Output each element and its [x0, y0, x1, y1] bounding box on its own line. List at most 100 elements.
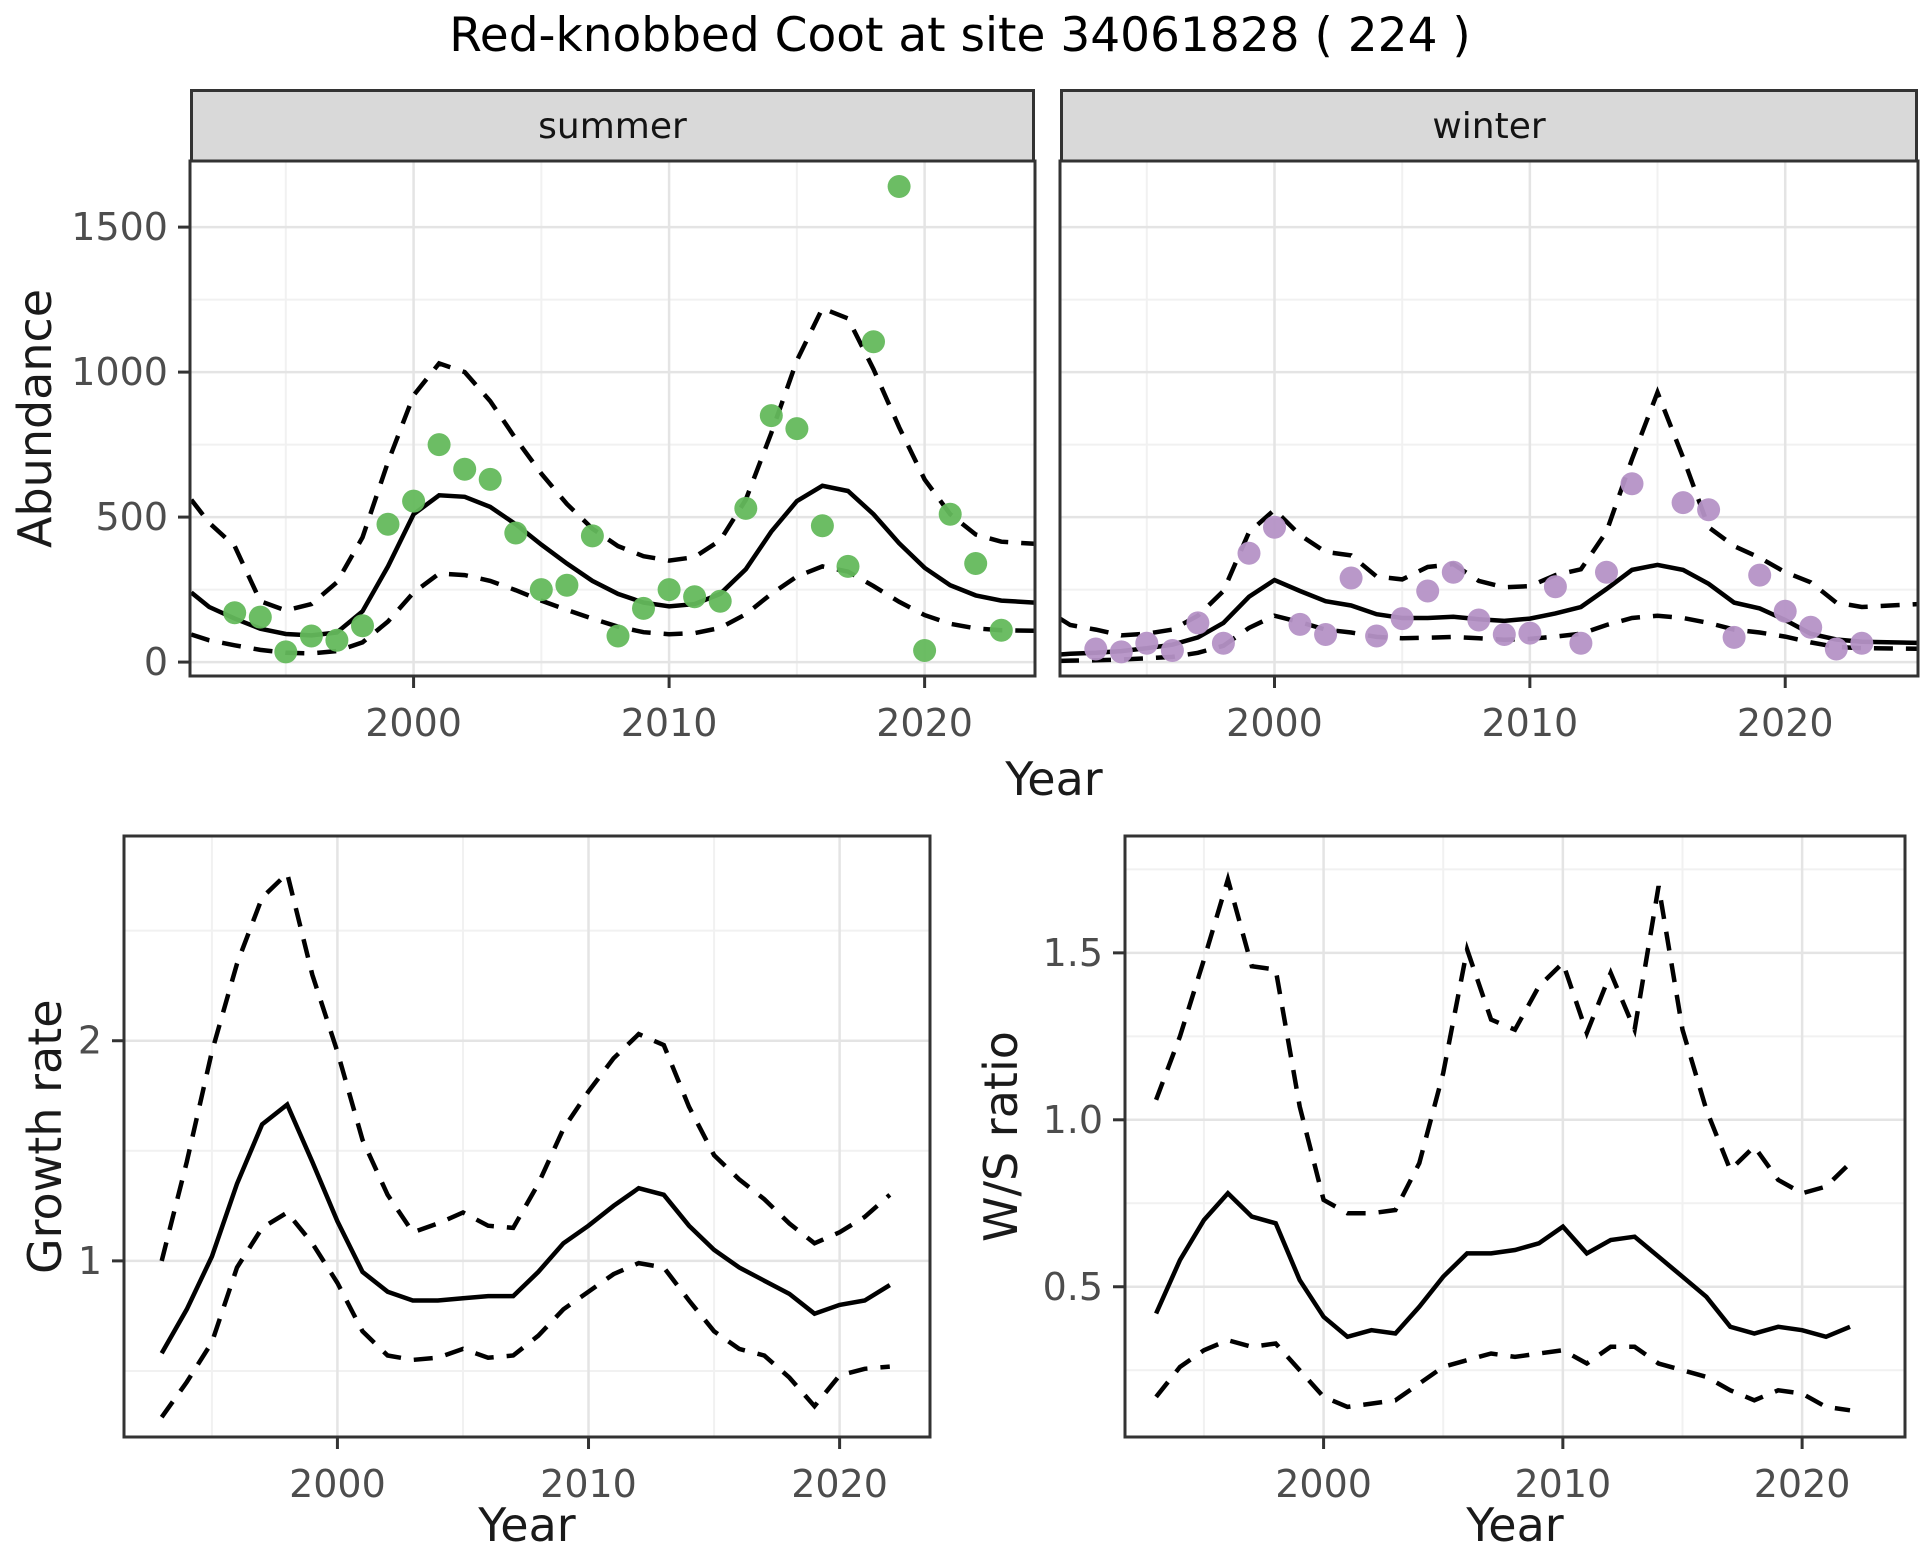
abundance_winter-observed-point [1390, 607, 1414, 631]
abundance_winter-observed-point [1671, 491, 1695, 515]
abundance_summer-observed-point [938, 502, 962, 526]
abundance_summer-observed-point [759, 404, 783, 428]
abundance_summer-observed-point [708, 589, 732, 613]
facet-strip-summer: summer [190, 89, 1035, 163]
abundance_summer-observed-point [453, 457, 477, 481]
abundance_winter-observed-point [1365, 624, 1389, 648]
y-tick-label: 1.0 [1043, 1098, 1103, 1142]
y-axis-title-ws-ratio: W/S ratio [974, 1031, 1028, 1242]
x-tick-label: 2020 [876, 701, 973, 745]
abundance_winter-observed-point [1620, 472, 1644, 496]
abundance_winter-observed-point [1288, 612, 1312, 636]
x-tick-label: 2020 [1737, 701, 1834, 745]
abundance_winter-observed-point [1135, 631, 1159, 655]
abundance_winter-observed-point [1441, 560, 1465, 584]
abundance_summer-observed-point [325, 628, 349, 652]
x-tick-label: 2000 [1226, 701, 1323, 745]
abundance_summer-observed-point [887, 175, 911, 198]
abundance_winter-observed-point [1211, 631, 1235, 655]
x-axis-title-year-top: Year [1005, 752, 1103, 806]
x-axis-title-year-ws: Year [1466, 1498, 1564, 1552]
x-tick-label: 2010 [1514, 1462, 1611, 1506]
abundance_winter-observed-point [1492, 623, 1516, 646]
abundance_summer-observed-point [274, 640, 298, 664]
ws_ratio-ci_lower-line [1154, 1337, 1851, 1413]
abundance_summer-fit-line [189, 483, 1035, 638]
facet-strip-summer-label: summer [538, 105, 687, 147]
abundance_winter-observed-point [1518, 621, 1542, 645]
abundance_winter-observed-point [1595, 560, 1618, 584]
growth_rate-ci_lower-line [159, 1209, 890, 1419]
abundance_winter-observed-point [1569, 631, 1593, 655]
ws_ratio-fit-line [1154, 1190, 1851, 1340]
growth_rate-fit-line [159, 1101, 891, 1355]
abundance_summer-observed-point [785, 417, 809, 441]
abundance_summer-observed-point [402, 489, 426, 513]
y-tick-label: 0 [144, 640, 168, 684]
y-tick-label: 1 [78, 1239, 102, 1283]
abundance_summer-observed-point [504, 521, 528, 545]
x-tick-label: 2020 [1754, 1462, 1851, 1506]
abundance_summer-observed-point [606, 624, 630, 648]
abundance_winter-observed-point [1084, 637, 1108, 661]
abundance_winter-observed-point [1109, 640, 1133, 664]
abundance_summer-observed-point [632, 596, 655, 620]
y-axis-title-growth-rate: Growth rate [18, 999, 72, 1274]
growth_rate-ci_upper-line [159, 869, 892, 1262]
abundance_winter-observed-point [1697, 498, 1721, 522]
abundance_summer-observed-point [299, 624, 323, 648]
abundance_winter-observed-point [1748, 563, 1772, 587]
x-tick-label: 2020 [791, 1462, 888, 1506]
y-tick-label: 2 [78, 1019, 102, 1063]
abundance_summer-observed-point [810, 514, 834, 538]
y-tick-label: 0.5 [1043, 1265, 1103, 1309]
abundance_summer-observed-point [913, 639, 937, 662]
abundance_winter-observed-point [1339, 566, 1363, 590]
abundance_summer-observed-point [657, 578, 681, 602]
abundance_summer-observed-point [478, 467, 502, 491]
abundance_winter-ci_upper-line [1059, 386, 1919, 638]
y-axis-title-abundance: Abundance [8, 288, 62, 549]
abundance_summer-observed-point [223, 601, 247, 625]
facet-strip-winter: winter [1060, 89, 1918, 163]
abundance_winter-observed-point [1799, 615, 1823, 639]
panel-growth_rate: 2000 2010 2020 1 2 [78, 834, 932, 1506]
abundance_winter-observed-point [1722, 625, 1746, 649]
abundance_winter-observed-point [1773, 599, 1797, 623]
x-tick-label: 2010 [540, 1462, 637, 1506]
abundance_summer-observed-point [580, 524, 604, 548]
y-tick-label: 1500 [71, 205, 168, 249]
abundance_summer-observed-point [376, 512, 400, 536]
abundance_summer-observed-point [964, 552, 988, 575]
abundance_winter-observed-point [1850, 631, 1874, 655]
abundance_winter-fit-line [1059, 562, 1919, 657]
facet-strip-winter-label: winter [1432, 105, 1546, 147]
abundance_winter-ci_lower-line [1059, 613, 1919, 664]
abundance_summer-observed-point [555, 573, 579, 597]
abundance_winter-observed-point [1186, 611, 1210, 635]
x-tick-label: 2000 [365, 701, 462, 745]
abundance_winter-observed-point [1543, 575, 1567, 599]
abundance_summer-observed-point [351, 614, 374, 638]
panel-abundance_summer: 2000 2010 2020 0 500 1000 1500 [71, 159, 1037, 745]
abundance_summer-observed-point [989, 618, 1013, 642]
panel-ws_ratio: 2000 2010 2020 0.5 1.0 1.5 [1043, 834, 1907, 1506]
x-axis-title-year-growth: Year [478, 1498, 576, 1552]
y-tick-label: 500 [95, 495, 168, 539]
y-tick-label: 1000 [71, 350, 168, 394]
x-tick-label: 2000 [1275, 1462, 1372, 1506]
abundance_summer-ci_lower-line [190, 564, 1035, 656]
abundance_winter-observed-point [1237, 541, 1261, 565]
abundance_summer-observed-point [836, 554, 860, 578]
abundance_summer-observed-point [427, 433, 451, 457]
abundance_summer-ci_upper-line [189, 305, 1035, 613]
chart-title: Red-knobbed Coot at site 34061828 ( 224 … [449, 8, 1471, 63]
abundance_summer-observed-point [529, 578, 553, 602]
abundance_summer-observed-point [734, 496, 758, 520]
abundance_winter-observed-point [1263, 515, 1286, 539]
x-tick-label: 2000 [289, 1462, 386, 1506]
abundance_summer-observed-point [683, 585, 707, 609]
x-tick-label: 2010 [621, 701, 718, 745]
